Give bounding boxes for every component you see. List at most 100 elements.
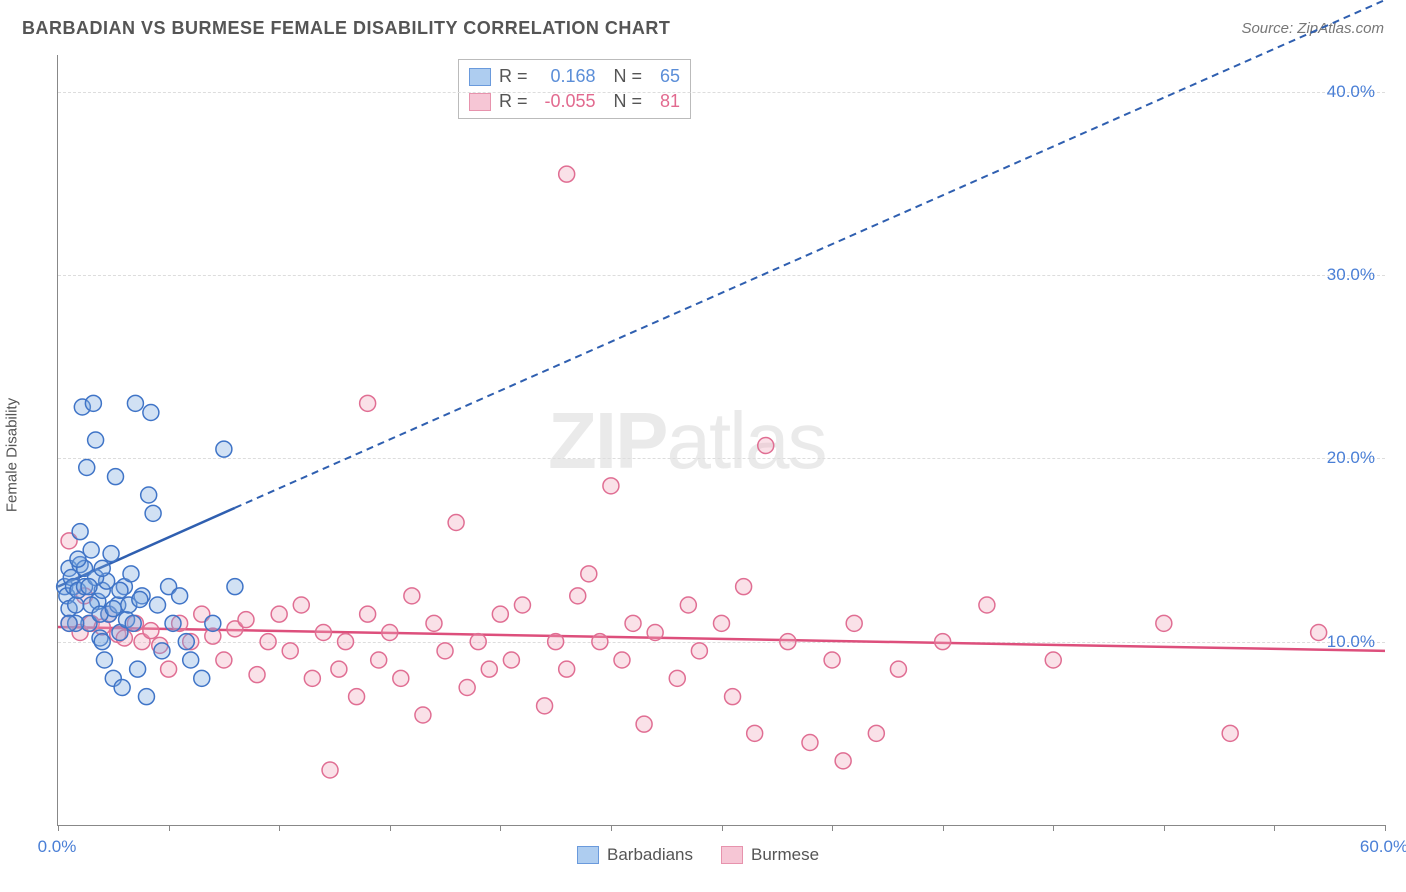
data-point — [271, 606, 287, 622]
data-point — [537, 698, 553, 714]
x-tick — [390, 825, 391, 831]
data-point — [890, 661, 906, 677]
data-point — [132, 592, 148, 608]
data-point — [315, 625, 331, 641]
data-point — [725, 689, 741, 705]
data-point — [360, 606, 376, 622]
data-point — [426, 615, 442, 631]
data-point — [691, 643, 707, 659]
x-tick — [611, 825, 612, 831]
data-point — [470, 634, 486, 650]
data-point — [125, 615, 141, 631]
data-point — [227, 579, 243, 595]
data-point — [614, 652, 630, 668]
data-point — [282, 643, 298, 659]
data-point — [216, 652, 232, 668]
data-point — [161, 661, 177, 677]
data-point — [114, 680, 130, 696]
x-tick — [1385, 825, 1386, 831]
data-point — [448, 515, 464, 531]
data-point — [559, 166, 575, 182]
data-point — [1311, 625, 1327, 641]
series-legend-item: Barbadians — [577, 845, 693, 865]
data-point — [647, 625, 663, 641]
data-point — [935, 634, 951, 650]
series-legend-label: Burmese — [751, 845, 819, 865]
data-point — [835, 753, 851, 769]
data-point — [824, 652, 840, 668]
series-legend-label: Barbadians — [607, 845, 693, 865]
data-point — [437, 643, 453, 659]
data-point — [72, 524, 88, 540]
data-point — [747, 725, 763, 741]
data-point — [349, 689, 365, 705]
data-point — [868, 725, 884, 741]
data-point — [183, 652, 199, 668]
data-point — [592, 634, 608, 650]
data-point — [70, 551, 86, 567]
data-point — [736, 579, 752, 595]
data-point — [127, 395, 143, 411]
data-point — [669, 670, 685, 686]
data-point — [603, 478, 619, 494]
data-point — [758, 438, 774, 454]
chart-svg — [58, 55, 1385, 825]
data-point — [338, 634, 354, 650]
x-tick — [279, 825, 280, 831]
data-point — [714, 615, 730, 631]
y-axis-label: Female Disability — [4, 398, 21, 512]
data-point — [382, 625, 398, 641]
data-point — [216, 441, 232, 457]
x-tick — [1053, 825, 1054, 831]
data-point — [979, 597, 995, 613]
regression-line-dashed — [235, 0, 1385, 508]
data-point — [108, 469, 124, 485]
data-point — [68, 597, 84, 613]
data-point — [514, 597, 530, 613]
x-tick — [722, 825, 723, 831]
x-tick — [1164, 825, 1165, 831]
data-point — [492, 606, 508, 622]
x-tick — [169, 825, 170, 831]
data-point — [94, 560, 110, 576]
data-point — [360, 395, 376, 411]
data-point — [581, 566, 597, 582]
series-legend: Barbadians Burmese — [577, 845, 819, 865]
data-point — [503, 652, 519, 668]
data-point — [331, 661, 347, 677]
data-point — [145, 505, 161, 521]
x-tick — [832, 825, 833, 831]
data-point — [680, 597, 696, 613]
data-point — [103, 546, 119, 562]
data-point — [846, 615, 862, 631]
data-point — [85, 395, 101, 411]
data-point — [293, 597, 309, 613]
legend-swatch — [721, 846, 743, 864]
chart-title: BARBADIAN VS BURMESE FEMALE DISABILITY C… — [22, 18, 670, 39]
x-tick — [943, 825, 944, 831]
data-point — [205, 615, 221, 631]
data-point — [570, 588, 586, 604]
data-point — [123, 566, 139, 582]
data-point — [130, 661, 146, 677]
data-point — [172, 588, 188, 604]
data-point — [154, 643, 170, 659]
data-point — [1156, 615, 1172, 631]
data-point — [260, 634, 276, 650]
data-point — [459, 680, 475, 696]
x-tick — [1274, 825, 1275, 831]
data-point — [404, 588, 420, 604]
data-point — [780, 634, 796, 650]
data-point — [415, 707, 431, 723]
data-point — [559, 661, 575, 677]
data-point — [143, 623, 159, 639]
data-point — [150, 597, 166, 613]
data-point — [481, 661, 497, 677]
data-point — [194, 670, 210, 686]
data-point — [238, 612, 254, 628]
legend-swatch — [577, 846, 599, 864]
data-point — [105, 601, 121, 617]
data-point — [178, 634, 194, 650]
data-point — [802, 735, 818, 751]
data-point — [81, 579, 97, 595]
